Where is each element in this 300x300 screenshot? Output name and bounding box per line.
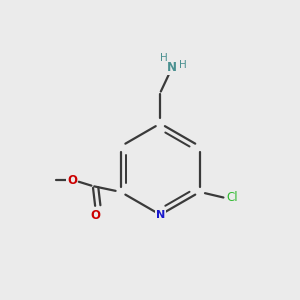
- Text: N: N: [167, 61, 177, 74]
- Text: O: O: [67, 174, 77, 187]
- Text: O: O: [91, 209, 101, 222]
- Text: Cl: Cl: [226, 191, 238, 204]
- Text: H: H: [160, 53, 168, 63]
- Text: N: N: [156, 210, 165, 220]
- Text: H: H: [179, 60, 187, 70]
